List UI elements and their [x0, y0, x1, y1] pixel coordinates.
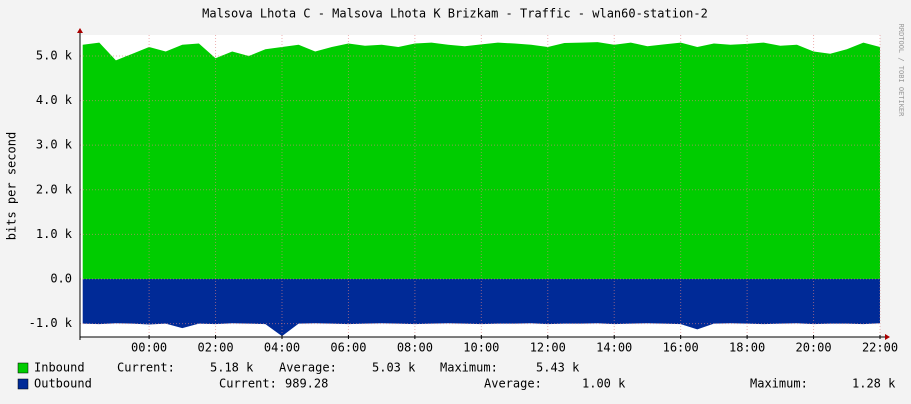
- y-tick-label: 3.0 k: [36, 138, 73, 152]
- legend-stat: Current:: [117, 361, 175, 375]
- chart-title: Malsova Lhota C - Malsova Lhota K Brizka…: [202, 7, 708, 21]
- legend-stat: 1.00 k: [582, 377, 626, 391]
- legend-stat: Current:: [219, 377, 277, 391]
- legend-swatch: [17, 378, 29, 390]
- legend-stat: 1.28 k: [852, 377, 896, 391]
- legend-stat: Average:: [484, 377, 542, 391]
- legend-stat: 5.03 k: [372, 361, 416, 375]
- legend-stat: 5.43 k: [536, 361, 580, 375]
- y-tick-label: 5.0 k: [36, 48, 73, 62]
- x-arrow: [885, 334, 890, 340]
- legend-stat: Maximum:: [440, 361, 498, 375]
- x-tick-label: 18:00: [729, 341, 765, 355]
- x-tick-label: 22:00: [862, 341, 898, 355]
- legend-stat: 989.28: [285, 377, 328, 391]
- y-tick-label: 1.0 k: [36, 227, 73, 241]
- x-tick-label: 02:00: [197, 341, 233, 355]
- x-tick-label: 14:00: [596, 341, 632, 355]
- y-tick-label: 2.0 k: [36, 182, 73, 196]
- x-tick-label: 06:00: [330, 341, 366, 355]
- legend-label: Outbound: [34, 377, 92, 391]
- x-tick-label: 12:00: [530, 341, 566, 355]
- y-tick-label: 4.0 k: [36, 93, 73, 107]
- y-tick-label: 0.0: [50, 272, 72, 286]
- x-tick-label: 04:00: [264, 341, 300, 355]
- x-tick-label: 00:00: [131, 341, 167, 355]
- x-tick-label: 08:00: [397, 341, 433, 355]
- legend-stat: Average:: [279, 361, 337, 375]
- legend-stat: Maximum:: [750, 377, 808, 391]
- legend-swatch: [17, 362, 29, 374]
- y-arrow: [77, 28, 83, 33]
- y-axis-label: bits per second: [5, 132, 19, 240]
- x-tick-label: 16:00: [663, 341, 699, 355]
- y-tick-label: -1.0 k: [29, 316, 73, 330]
- watermark: RRDTOOL / TOBI OETIKER: [897, 24, 905, 118]
- x-tick-label: 20:00: [795, 341, 831, 355]
- legend-stat: 5.18 k: [210, 361, 254, 375]
- legend-label: Inbound: [34, 361, 85, 375]
- x-tick-label: 10:00: [463, 341, 499, 355]
